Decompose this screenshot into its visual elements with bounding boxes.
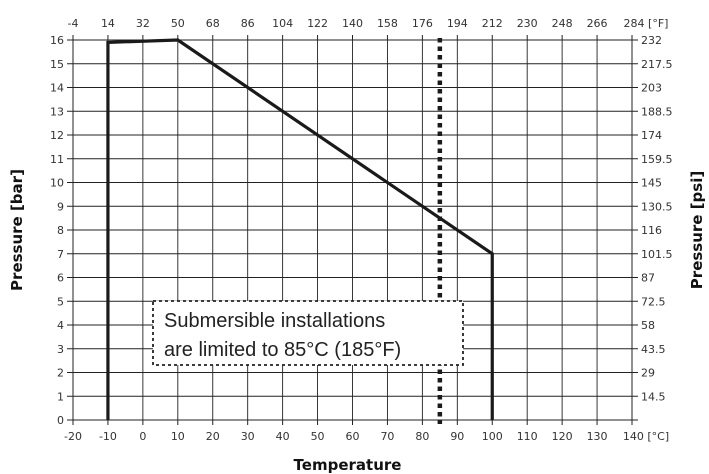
y-tick-label-bar: 7 [57, 248, 64, 261]
y-tick-label-psi: 159.5 [641, 153, 673, 166]
x-tick-label-celsius: 40 [276, 430, 290, 443]
y-tick-label-bar: 3 [57, 343, 64, 356]
x-tick-label-fahrenheit: 284 [°F] [624, 17, 669, 30]
bottom-axis-celsius: -20 -10 0 10 20 30 40 50 60 70 80 90 100 110 120 130 140… [64, 430, 669, 443]
plot-frame [67, 35, 638, 425]
x-tick-label-celsius: 130 [587, 430, 608, 443]
x-tick-label-fahrenheit: 176 [412, 17, 433, 30]
x-tick-label-fahrenheit: 86 [241, 17, 255, 30]
top-axis-fahrenheit: -4 14 32 50 68 86 104 122 140 158 176 194 212 230 248 2… [68, 17, 669, 30]
x-tick-label-celsius: 10 [171, 430, 185, 443]
x-tick-label-celsius: -20 [64, 430, 82, 443]
y-tick-label-psi: 72.5 [641, 295, 666, 308]
y-tick-label-bar: 6 [57, 272, 64, 285]
y-tick-label-bar: 14 [50, 82, 64, 95]
y-tick-label-bar: 5 [57, 295, 64, 308]
x-tick-label-celsius: 110 [517, 430, 538, 443]
x-tick-label-celsius: 30 [241, 430, 255, 443]
x-tick-label-fahrenheit: 32 [136, 17, 150, 30]
x-tick-label-fahrenheit: 158 [377, 17, 398, 30]
y-tick-label-psi: 188.5 [641, 105, 673, 118]
x-tick-label-fahrenheit: 266 [587, 17, 608, 30]
y-tick-label-bar: 16 [50, 34, 64, 47]
x-tick-label-celsius: 120 [552, 430, 573, 443]
annotation-line-2: are limited to 85°C (185°F) [164, 339, 401, 361]
x-tick-label-celsius: 140 [°C] [623, 430, 669, 443]
x-tick-label-fahrenheit: 68 [206, 17, 220, 30]
pressure-limit-curve [106, 38, 494, 420]
y-tick-label-bar: 12 [50, 129, 64, 142]
x-tick-label-fahrenheit: 122 [307, 17, 328, 30]
y-tick-label-psi: 174 [641, 129, 662, 142]
x-tick-label-fahrenheit: 212 [482, 17, 503, 30]
y-axis-left-title: Pressure [bar] [8, 169, 26, 291]
y-tick-label-bar: 1 [57, 390, 64, 403]
y-axis-right-title: Pressure [psi] [688, 171, 706, 289]
x-tick-label-fahrenheit: 50 [171, 17, 185, 30]
x-tick-label-celsius: 70 [380, 430, 394, 443]
x-tick-label-celsius: 100 [482, 430, 503, 443]
y-tick-label-psi: 29 [641, 367, 655, 380]
y-tick-label-psi: 217.5 [641, 58, 673, 71]
x-tick-label-fahrenheit: -4 [68, 17, 79, 30]
y-tick-label-psi: 43.5 [641, 343, 666, 356]
y-tick-label-psi: 203 [641, 82, 662, 95]
x-tick-label-celsius: 50 [311, 430, 325, 443]
y-tick-label-psi: 145 [641, 177, 662, 190]
x-tick-label-celsius: 60 [346, 430, 360, 443]
y-tick-label-psi: 116 [641, 224, 662, 237]
right-axis-psi: 14.5 29 43.5 58 72.5 87 101.5 116 130.5 145 159.5 1… [641, 34, 673, 403]
y-tick-label-psi: 101.5 [641, 248, 673, 261]
y-tick-label-bar: 2 [57, 367, 64, 380]
y-tick-label-bar: 15 [50, 58, 64, 71]
y-tick-label-bar: 13 [50, 105, 64, 118]
x-tick-label-fahrenheit: 230 [517, 17, 538, 30]
x-tick-label-fahrenheit: 248 [552, 17, 573, 30]
annotation-line-1: Submersible installations [164, 310, 385, 332]
y-tick-label-psi: 130.5 [641, 200, 673, 213]
y-tick-label-psi: 58 [641, 319, 655, 332]
x-tick-label-celsius: 80 [415, 430, 429, 443]
y-tick-label-bar: 4 [57, 319, 64, 332]
x-tick-label-celsius: 90 [450, 430, 464, 443]
y-tick-label-bar: 8 [57, 224, 64, 237]
x-tick-label-celsius: 0 [139, 430, 146, 443]
x-tick-label-celsius: -10 [99, 430, 117, 443]
y-tick-label-bar: 9 [57, 200, 64, 213]
x-axis-title: Temperature [294, 456, 402, 474]
y-tick-label-psi: 232 [641, 34, 662, 47]
annotation-box [152, 300, 464, 366]
x-tick-label-fahrenheit: 194 [447, 17, 468, 30]
y-tick-label-psi: 14.5 [641, 390, 666, 403]
y-tick-label-bar: 0 [57, 414, 64, 427]
x-tick-label-fahrenheit: 104 [272, 17, 293, 30]
x-tick-label-celsius: 20 [206, 430, 220, 443]
y-tick-label-psi: 87 [641, 272, 655, 285]
y-tick-label-bar: 10 [50, 177, 64, 190]
x-tick-label-fahrenheit: 140 [342, 17, 363, 30]
y-tick-label-bar: 11 [50, 153, 64, 166]
x-tick-label-fahrenheit: 14 [101, 17, 115, 30]
